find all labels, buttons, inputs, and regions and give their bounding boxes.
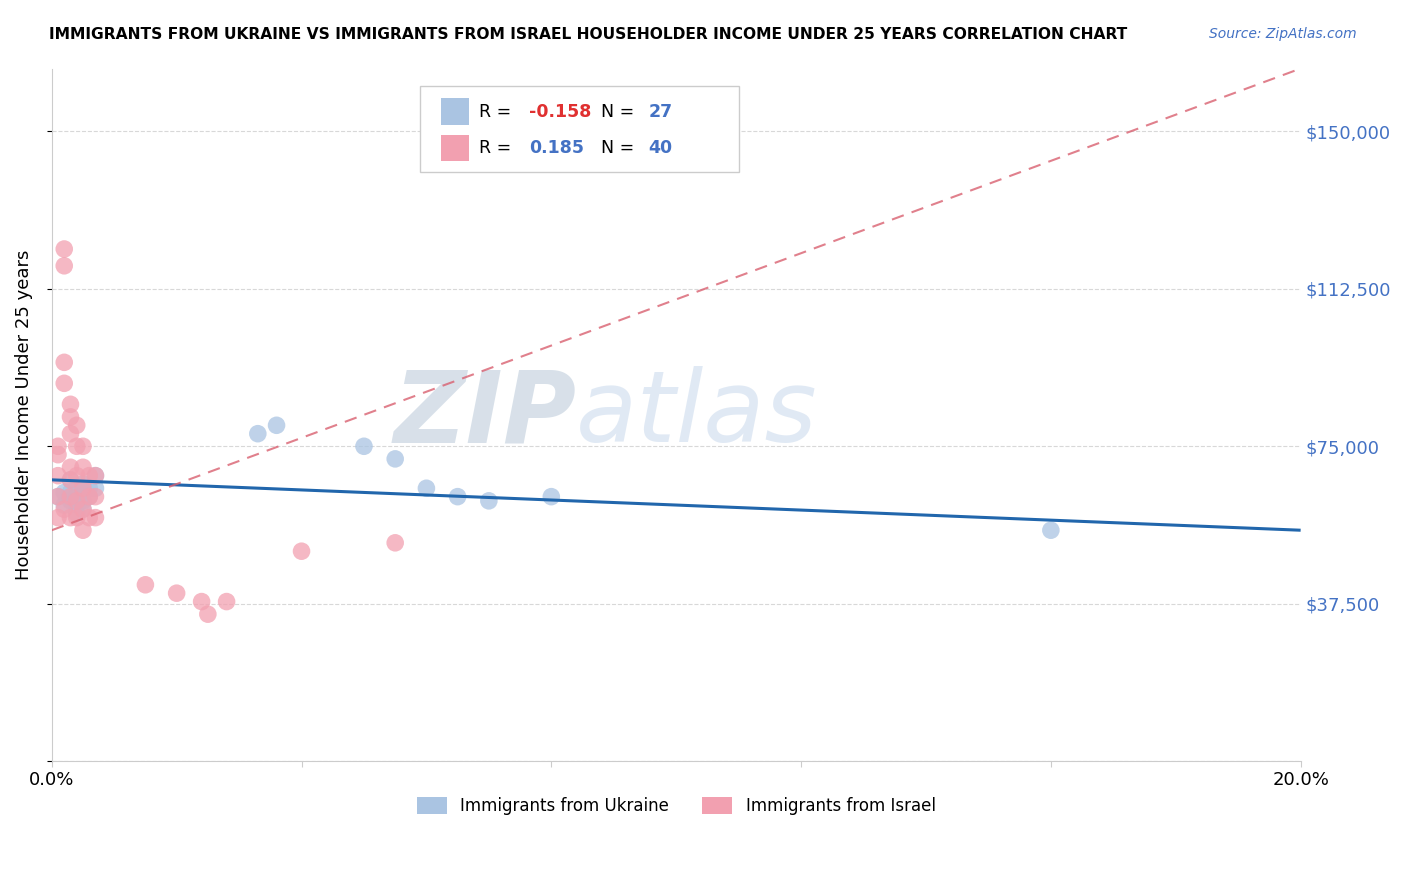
Text: atlas: atlas <box>576 367 818 463</box>
Legend: Immigrants from Ukraine, Immigrants from Israel: Immigrants from Ukraine, Immigrants from… <box>416 797 935 815</box>
Text: Source: ZipAtlas.com: Source: ZipAtlas.com <box>1209 27 1357 41</box>
Point <box>77 490 100 504</box>
Point <box>53 498 76 512</box>
Point <box>190 594 212 608</box>
Point <box>84 468 107 483</box>
Point <box>59 510 82 524</box>
Point <box>446 490 468 504</box>
Text: 40: 40 <box>648 139 673 157</box>
Point <box>134 578 156 592</box>
Text: N =: N = <box>602 103 640 120</box>
Point <box>1039 523 1062 537</box>
Point <box>415 481 437 495</box>
Point <box>53 502 76 516</box>
Point <box>46 490 69 504</box>
Point <box>353 439 375 453</box>
Point <box>66 418 89 433</box>
Point <box>384 451 406 466</box>
Point <box>59 409 82 424</box>
Point <box>72 502 94 516</box>
Point <box>384 536 406 550</box>
Point <box>72 485 94 500</box>
Point <box>77 468 100 483</box>
Bar <box>441 135 468 161</box>
Point <box>53 242 76 256</box>
Point <box>72 477 94 491</box>
Point <box>53 485 76 500</box>
Point <box>77 481 100 495</box>
Point <box>72 493 94 508</box>
Point <box>66 507 89 521</box>
Point <box>46 448 69 462</box>
Text: N =: N = <box>602 139 640 157</box>
Point <box>66 510 89 524</box>
Point <box>197 607 219 622</box>
Point <box>59 493 82 508</box>
Point <box>59 485 82 500</box>
Point <box>166 586 188 600</box>
Point <box>46 510 69 524</box>
Point <box>266 418 288 433</box>
Text: -0.158: -0.158 <box>529 103 591 120</box>
Point <box>66 493 89 508</box>
Point <box>59 460 82 475</box>
Point <box>72 460 94 475</box>
Point <box>77 490 100 504</box>
Point <box>46 490 69 504</box>
Point <box>59 473 82 487</box>
Point <box>84 490 107 504</box>
Point <box>290 544 312 558</box>
Bar <box>441 98 468 125</box>
Point <box>72 481 94 495</box>
Point <box>66 490 89 504</box>
Point <box>66 481 89 495</box>
Point <box>66 498 89 512</box>
Point <box>46 439 69 453</box>
Point <box>77 510 100 524</box>
Text: 0.185: 0.185 <box>529 139 583 157</box>
Point <box>84 510 107 524</box>
Point <box>72 439 94 453</box>
Text: R =: R = <box>479 103 516 120</box>
Point <box>53 259 76 273</box>
Text: IMMIGRANTS FROM UKRAINE VS IMMIGRANTS FROM ISRAEL HOUSEHOLDER INCOME UNDER 25 YE: IMMIGRANTS FROM UKRAINE VS IMMIGRANTS FR… <box>49 27 1128 42</box>
Point <box>540 490 562 504</box>
Text: ZIP: ZIP <box>394 367 576 463</box>
Text: R =: R = <box>479 139 516 157</box>
Text: 27: 27 <box>648 103 673 120</box>
Point <box>84 468 107 483</box>
Point <box>215 594 238 608</box>
Point <box>72 523 94 537</box>
Point <box>66 468 89 483</box>
Y-axis label: Householder Income Under 25 years: Householder Income Under 25 years <box>15 250 32 580</box>
Point <box>59 426 82 441</box>
FancyBboxPatch shape <box>420 86 738 172</box>
Point <box>84 481 107 495</box>
Point <box>72 502 94 516</box>
Point <box>59 397 82 411</box>
Point <box>59 473 82 487</box>
Point <box>478 493 501 508</box>
Point <box>66 439 89 453</box>
Point <box>59 490 82 504</box>
Point <box>46 468 69 483</box>
Point <box>53 376 76 391</box>
Point <box>246 426 269 441</box>
Point <box>53 355 76 369</box>
